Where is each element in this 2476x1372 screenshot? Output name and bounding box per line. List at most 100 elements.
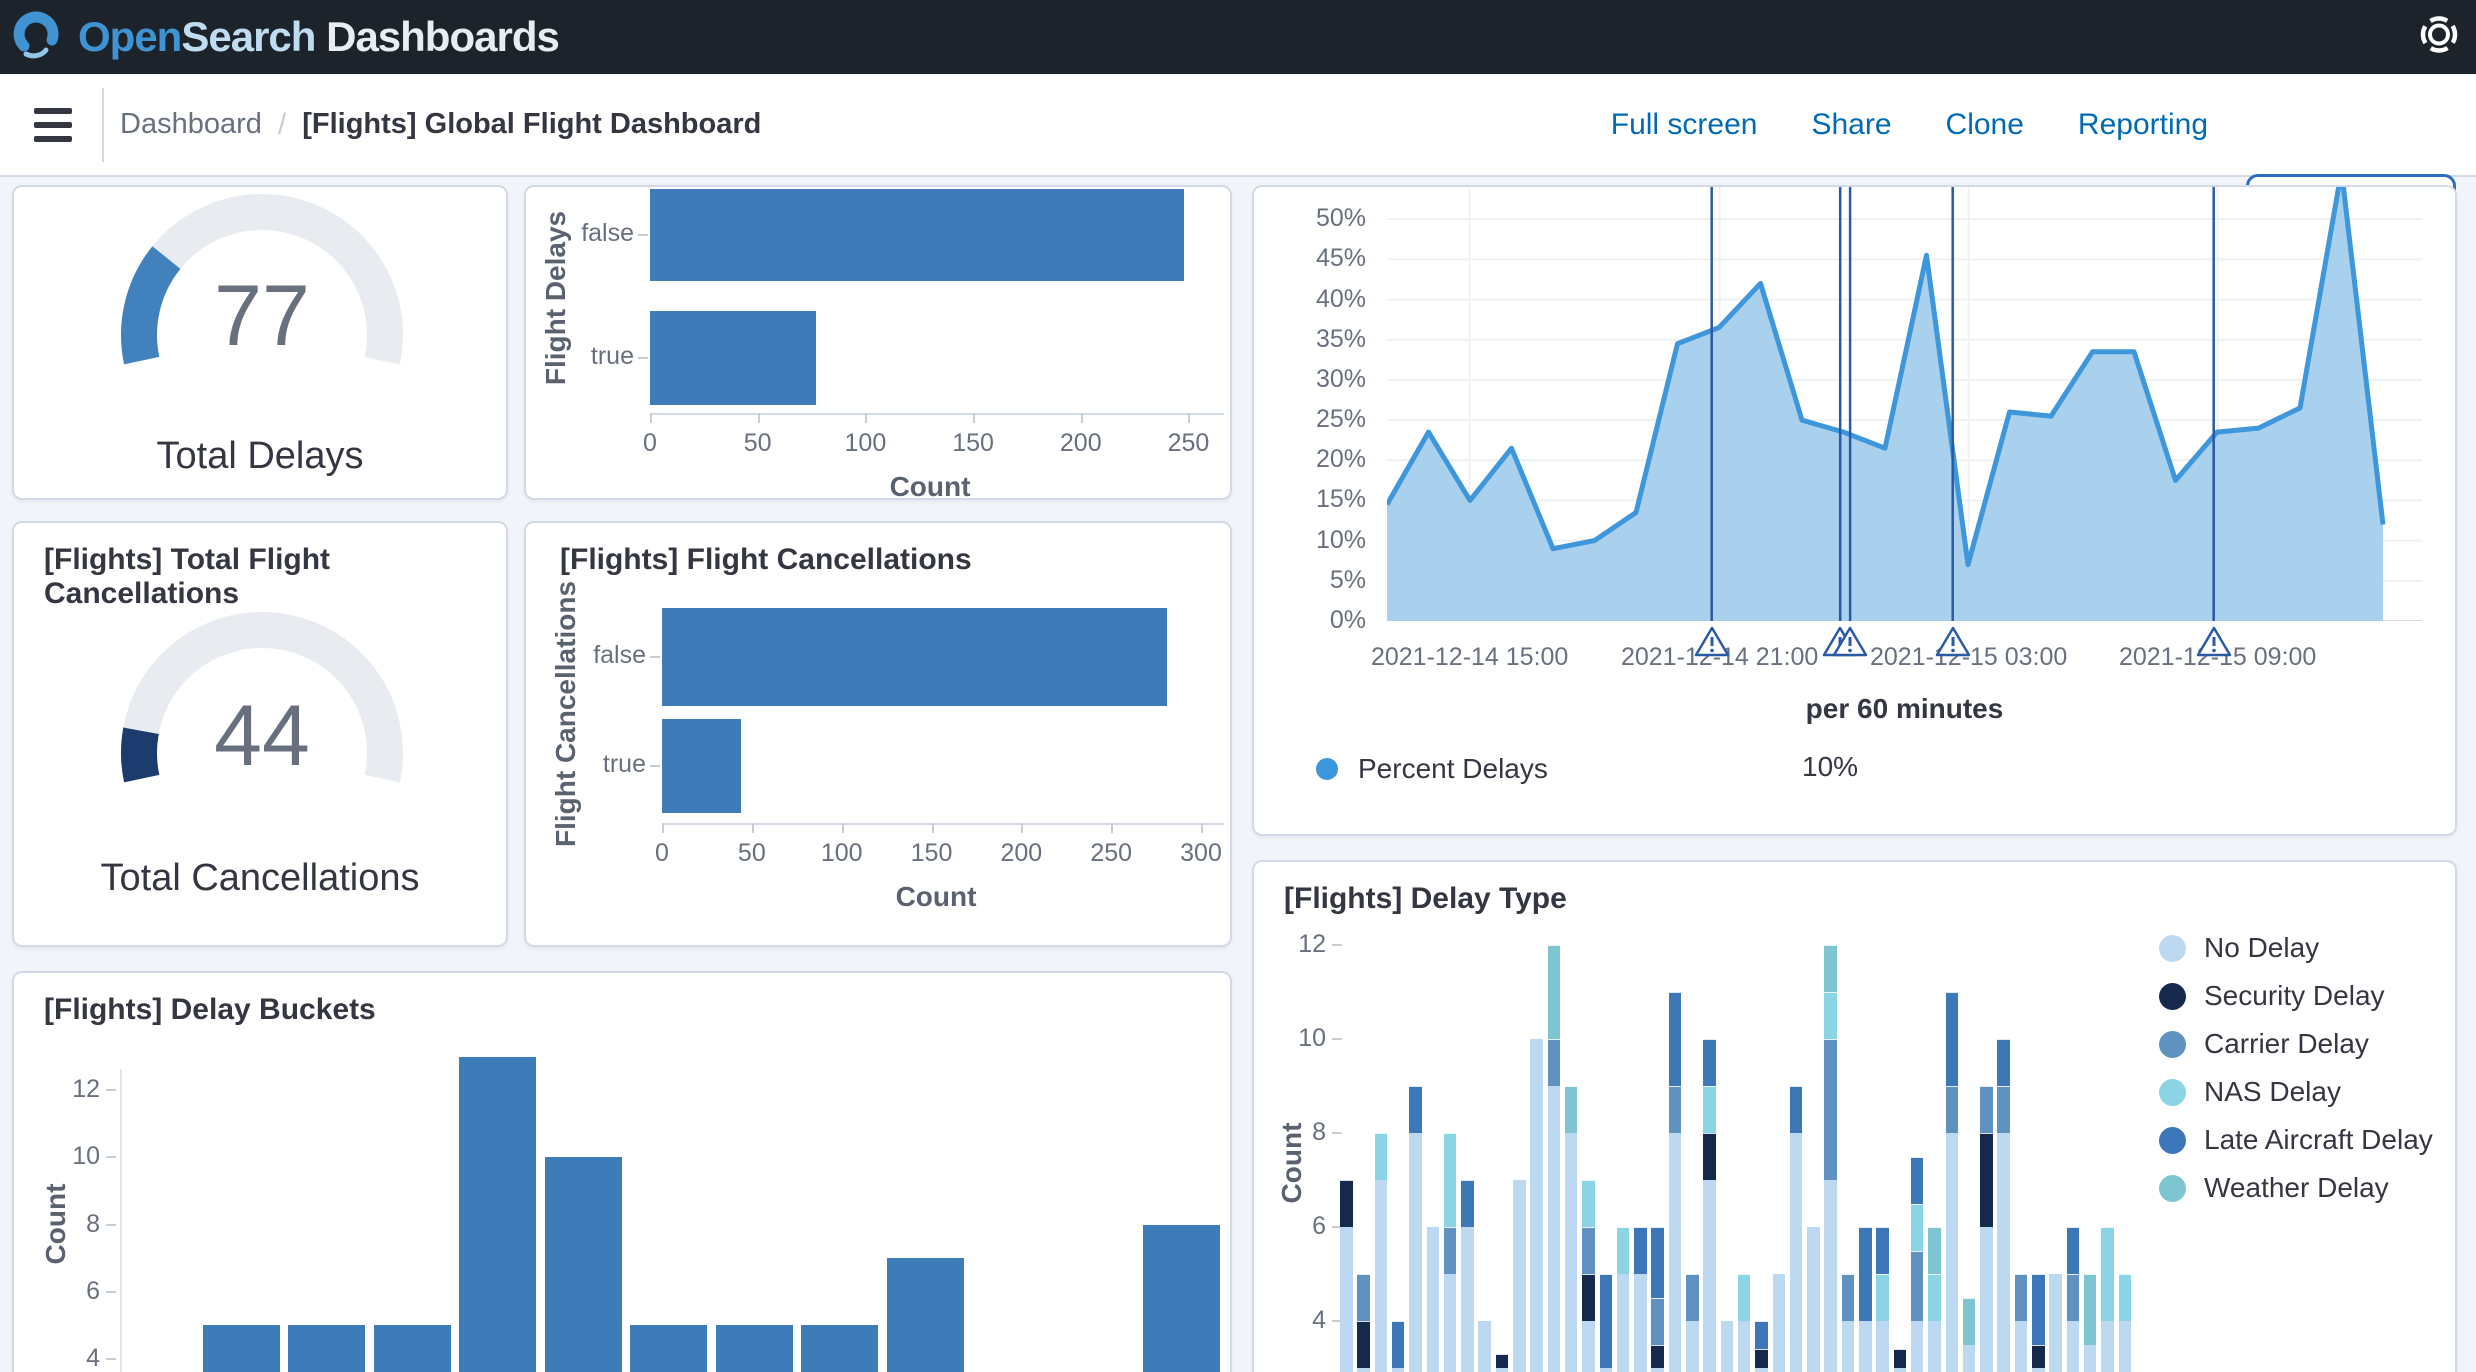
stack-segment[interactable] (1876, 1274, 1889, 1321)
total-cancellations-gauge[interactable]: 44 (14, 523, 508, 947)
legend-item-nas-delay[interactable]: NAS Delay (2159, 1068, 2433, 1116)
warning-triangle-icon[interactable] (1934, 625, 1972, 664)
legend-item-late-aircraft-delay[interactable]: Late Aircraft Delay (2159, 1116, 2433, 1164)
stack-segment[interactable] (2014, 1321, 2028, 1372)
stack-segment[interactable] (1357, 1368, 1370, 1372)
stack-segment[interactable] (2101, 1227, 2114, 1321)
bar-true[interactable] (650, 311, 816, 405)
stack-segment[interactable] (1893, 1368, 1907, 1372)
stack-segment[interactable] (1945, 1086, 1959, 1133)
stack-segment[interactable] (1426, 1227, 1440, 1372)
stack-segment[interactable] (1703, 1086, 1716, 1133)
stack-segment[interactable] (1755, 1321, 1768, 1350)
stack-segment[interactable] (1737, 1274, 1751, 1321)
stack-segment[interactable] (1478, 1321, 1491, 1372)
bucket-bar[interactable] (801, 1325, 878, 1372)
breadcrumb-dashboard[interactable]: Dashboard (120, 108, 262, 140)
stack-segment[interactable] (2014, 1274, 2028, 1321)
stack-segment[interactable] (1824, 945, 1837, 992)
stack-segment[interactable] (1443, 1227, 1457, 1274)
stack-segment[interactable] (1910, 1203, 1924, 1251)
stack-segment[interactable] (1651, 1368, 1664, 1372)
stack-segment[interactable] (1841, 1274, 1855, 1321)
full-screen-button[interactable]: Full screen (1610, 107, 1758, 141)
bucket-bar[interactable] (288, 1325, 365, 1372)
stack-segment[interactable] (1668, 1133, 1682, 1372)
stack-segment[interactable] (1841, 1321, 1855, 1372)
stack-segment[interactable] (1945, 992, 1959, 1086)
stack-segment[interactable] (1374, 1180, 1388, 1372)
stack-segment[interactable] (1668, 1086, 1682, 1133)
stack-segment[interactable] (1824, 1039, 1837, 1180)
stack-segment[interactable] (2083, 1344, 2097, 1372)
stack-segment[interactable] (2032, 1344, 2045, 1368)
stack-segment[interactable] (1755, 1349, 1768, 1368)
bucket-bar[interactable] (544, 1157, 622, 1372)
legend-item-weather-delay[interactable]: Weather Delay (2159, 1164, 2433, 1212)
stack-segment[interactable] (1703, 1039, 1716, 1086)
stack-segment[interactable] (1582, 1227, 1595, 1274)
stack-segment[interactable] (1599, 1368, 1613, 1372)
stack-segment[interactable] (1651, 1227, 1664, 1298)
stack-segment[interactable] (1357, 1274, 1370, 1321)
stack-segment[interactable] (2066, 1321, 2080, 1372)
stack-segment[interactable] (1391, 1321, 1405, 1368)
stack-segment[interactable] (1824, 992, 1837, 1039)
stack-segment[interactable] (1668, 992, 1682, 1086)
stack-segment[interactable] (1686, 1321, 1699, 1372)
stack-segment[interactable] (1737, 1321, 1751, 1372)
stack-segment[interactable] (1962, 1344, 1976, 1372)
bucket-bar[interactable] (715, 1325, 793, 1372)
stack-segment[interactable] (1409, 1133, 1422, 1372)
stack-segment[interactable] (1651, 1344, 1664, 1368)
stack-segment[interactable] (2066, 1274, 2080, 1321)
stack-segment[interactable] (1391, 1368, 1405, 1372)
stack-segment[interactable] (1859, 1227, 1872, 1321)
percent-delays-area-chart[interactable] (1387, 187, 2422, 621)
warning-triangle-icon[interactable] (2195, 625, 2233, 664)
stack-segment[interactable] (1703, 1133, 1716, 1180)
stack-segment[interactable] (1928, 1227, 1941, 1274)
stack-segment[interactable] (1962, 1297, 1976, 1345)
opensearch-logo[interactable]: OpenSearch Dashboards (0, 10, 560, 64)
stack-segment[interactable] (1495, 1353, 1509, 1368)
stack-segment[interactable] (1599, 1274, 1613, 1368)
stack-segment[interactable] (1686, 1274, 1699, 1321)
bucket-bar[interactable] (886, 1258, 964, 1372)
stack-segment[interactable] (1980, 1133, 1993, 1227)
stack-segment[interactable] (2118, 1321, 2132, 1372)
stack-segment[interactable] (1910, 1250, 1924, 1321)
reporting-button[interactable]: Reporting (2077, 107, 2208, 141)
bar-false[interactable] (662, 608, 1167, 706)
stack-segment[interactable] (1582, 1321, 1595, 1372)
bucket-bar[interactable] (1143, 1224, 1220, 1372)
total-delays-gauge[interactable]: 77 (14, 187, 508, 500)
stack-segment[interactable] (1703, 1180, 1716, 1372)
warning-triangle-icon[interactable] (1693, 625, 1731, 664)
bar-false[interactable] (650, 189, 1185, 281)
stack-segment[interactable] (2101, 1321, 2114, 1372)
stack-segment[interactable] (1928, 1274, 1941, 1321)
bucket-bar[interactable] (459, 1056, 536, 1372)
legend-item-security-delay[interactable]: Security Delay (2159, 972, 2433, 1020)
stack-segment[interactable] (1755, 1368, 1768, 1372)
stack-segment[interactable] (1634, 1274, 1647, 1372)
menu-hamburger-icon[interactable] (34, 107, 74, 142)
stack-segment[interactable] (1789, 1086, 1803, 1133)
stack-segment[interactable] (1876, 1227, 1889, 1274)
area-legend-item[interactable]: Percent Delays (1316, 753, 1548, 785)
bucket-bar[interactable] (373, 1325, 451, 1372)
stack-segment[interactable] (1893, 1349, 1907, 1368)
stack-segment[interactable] (1443, 1133, 1457, 1227)
stack-segment[interactable] (1513, 1180, 1526, 1372)
stack-segment[interactable] (1634, 1227, 1647, 1274)
stack-segment[interactable] (1997, 1086, 2010, 1133)
bucket-bar[interactable] (202, 1325, 280, 1372)
stack-segment[interactable] (1582, 1274, 1595, 1321)
bucket-bar[interactable] (630, 1325, 707, 1372)
stack-segment[interactable] (1547, 1039, 1561, 1086)
stack-segment[interactable] (1720, 1321, 1734, 1372)
stack-segment[interactable] (1772, 1274, 1786, 1372)
stack-segment[interactable] (1340, 1180, 1353, 1227)
stack-segment[interactable] (1357, 1321, 1370, 1368)
